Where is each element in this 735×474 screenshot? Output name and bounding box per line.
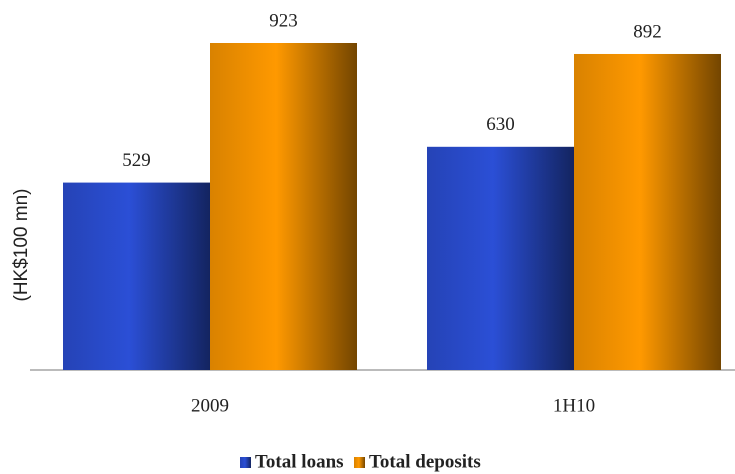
value-label: 923 — [269, 10, 298, 31]
value-label: 529 — [122, 150, 151, 171]
y-axis-label: (HK$100 mn) — [11, 189, 32, 302]
bar — [210, 43, 357, 370]
x-tick-label: 1H10 — [553, 395, 595, 416]
legend-label: Total deposits — [369, 451, 481, 472]
legend-swatch — [354, 457, 365, 468]
legend-label: Total loans — [255, 451, 344, 472]
value-label: 892 — [633, 21, 662, 42]
bar — [63, 182, 210, 370]
legend-swatch — [240, 457, 251, 468]
value-label: 630 — [486, 114, 515, 135]
x-tick-label: 2009 — [191, 395, 229, 416]
bar — [427, 146, 574, 370]
bar — [574, 53, 721, 370]
